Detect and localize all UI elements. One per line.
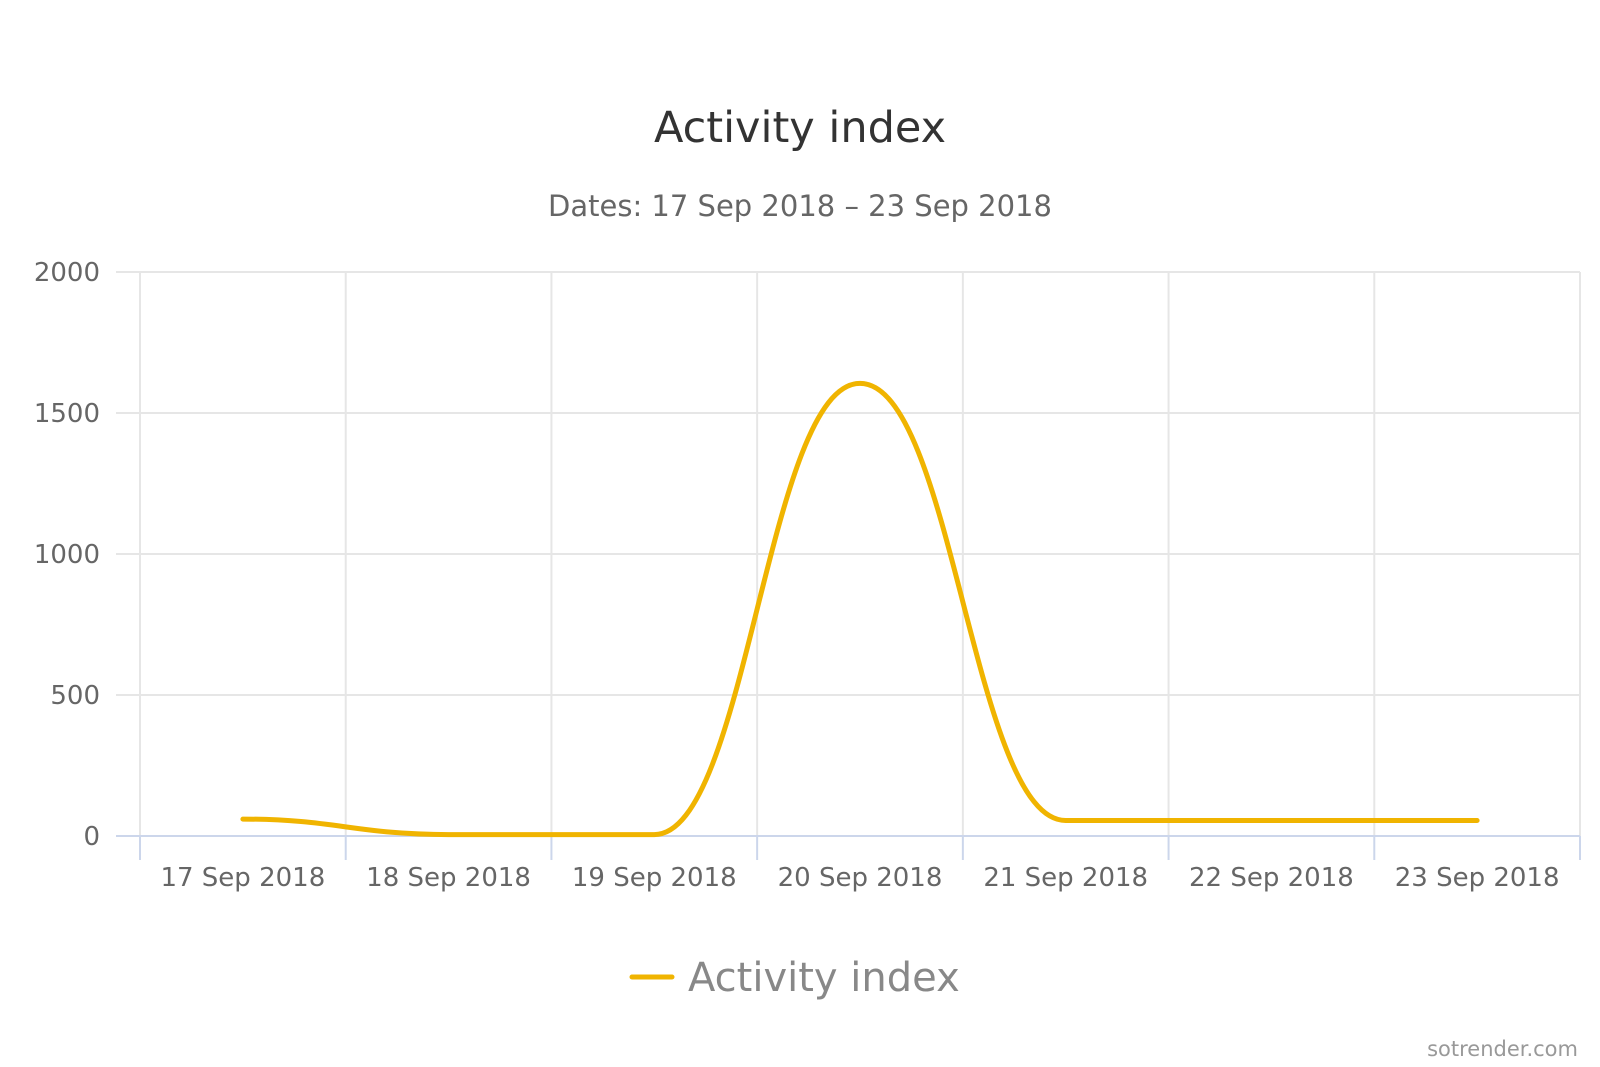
y-tick-label: 500 bbox=[50, 681, 100, 711]
data-point[interactable] bbox=[854, 377, 866, 389]
data-point[interactable] bbox=[648, 829, 660, 841]
y-axis-ticks: 0 500 1000 1500 2000 bbox=[34, 258, 100, 852]
legend-item-label[interactable]: Activity index bbox=[688, 955, 960, 1001]
x-tick-label: 19 Sep 2018 bbox=[572, 863, 737, 893]
x-axis-ticks: 17 Sep 2018 18 Sep 2018 19 Sep 2018 20 Sep … bbox=[160, 863, 1559, 893]
chart-title: Activity index bbox=[654, 103, 946, 153]
y-tick-label: 2000 bbox=[34, 258, 100, 288]
data-point[interactable] bbox=[443, 829, 455, 841]
data-point[interactable] bbox=[1265, 814, 1277, 826]
legend[interactable]: Activity index bbox=[629, 955, 960, 1001]
credit-link[interactable]: sotrender.com bbox=[1427, 1037, 1578, 1061]
x-tick-label: 17 Sep 2018 bbox=[160, 863, 325, 893]
data-point[interactable] bbox=[1060, 814, 1072, 826]
x-tick-label: 18 Sep 2018 bbox=[366, 863, 531, 893]
y-tick-label: 1500 bbox=[34, 399, 100, 429]
y-tick-label: 1000 bbox=[34, 540, 100, 570]
grid-layer bbox=[116, 271, 1581, 836]
data-point[interactable] bbox=[237, 813, 249, 825]
data-point[interactable] bbox=[1471, 814, 1483, 826]
chart-subtitle: Dates: 17 Sep 2018 – 23 Sep 2018 bbox=[548, 189, 1052, 223]
y-tick-label: 0 bbox=[83, 822, 100, 852]
series-line-activity-index[interactable] bbox=[240, 380, 1480, 838]
x-tick-label: 20 Sep 2018 bbox=[778, 863, 943, 893]
axis-layer bbox=[116, 835, 1581, 860]
x-tick-label: 23 Sep 2018 bbox=[1395, 863, 1560, 893]
x-tick-label: 21 Sep 2018 bbox=[983, 863, 1148, 893]
x-tick-label: 22 Sep 2018 bbox=[1189, 863, 1354, 893]
series-layer bbox=[237, 377, 1483, 841]
